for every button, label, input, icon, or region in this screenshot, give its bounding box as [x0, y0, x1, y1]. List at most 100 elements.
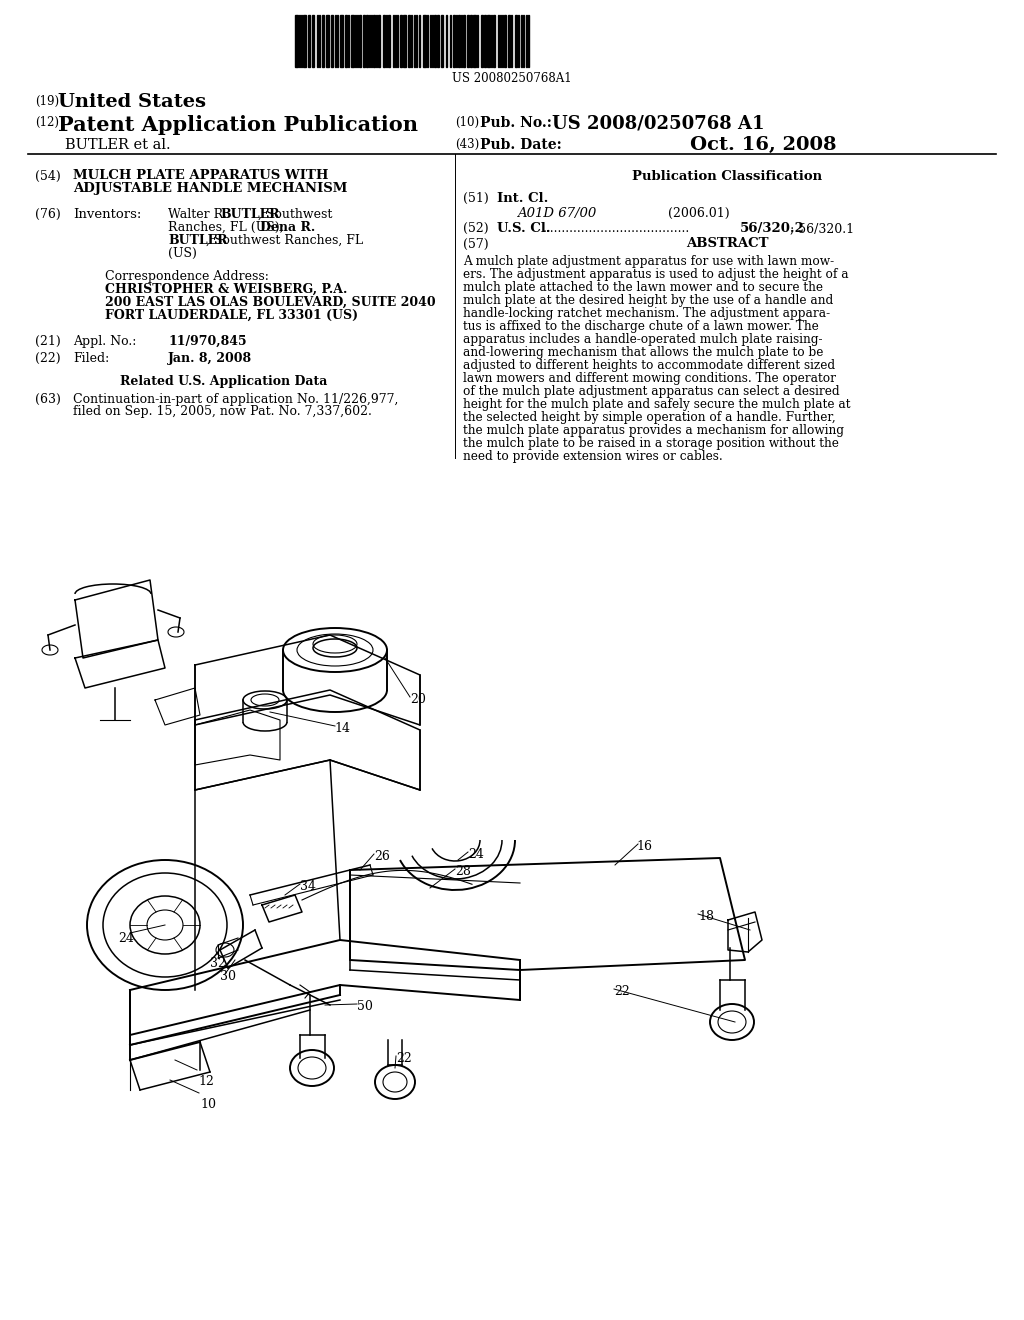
Text: Related U.S. Application Data: Related U.S. Application Data — [120, 375, 328, 388]
Text: Filed:: Filed: — [73, 352, 110, 366]
Text: ADJUSTABLE HANDLE MECHANISM: ADJUSTABLE HANDLE MECHANISM — [73, 182, 347, 195]
Bar — [493, 15, 495, 67]
Bar — [322, 15, 324, 67]
Text: Ranches, FL (US);: Ranches, FL (US); — [168, 220, 288, 234]
Bar — [359, 15, 361, 67]
Text: (12): (12) — [35, 116, 59, 129]
Bar — [484, 15, 486, 67]
Text: 34: 34 — [300, 880, 316, 894]
Text: Pub. No.:: Pub. No.: — [480, 116, 552, 129]
Bar — [326, 15, 329, 67]
Text: 50: 50 — [357, 1001, 373, 1012]
Text: 24: 24 — [118, 932, 134, 945]
Text: 18: 18 — [698, 909, 714, 923]
Text: the mulch plate apparatus provides a mechanism for allowing: the mulch plate apparatus provides a mec… — [463, 424, 844, 437]
Bar — [434, 15, 436, 67]
Bar — [423, 15, 426, 67]
Text: (10): (10) — [455, 116, 479, 129]
Bar — [515, 15, 517, 67]
Text: (US): (US) — [168, 247, 197, 260]
Text: A01D 67/00: A01D 67/00 — [517, 207, 596, 220]
Text: 28: 28 — [455, 865, 471, 878]
Text: and-lowering mechanism that allows the mulch plate to be: and-lowering mechanism that allows the m… — [463, 346, 823, 359]
Text: US 2008/0250768 A1: US 2008/0250768 A1 — [552, 115, 765, 133]
Bar — [458, 15, 460, 67]
Text: 24: 24 — [468, 847, 484, 861]
Text: Correspondence Address:: Correspondence Address: — [105, 271, 269, 282]
Text: (54): (54) — [35, 170, 60, 183]
Text: Inventors:: Inventors: — [73, 209, 141, 220]
Bar — [408, 15, 410, 67]
Text: ......................................: ...................................... — [543, 222, 690, 235]
Text: US 20080250768A1: US 20080250768A1 — [453, 73, 571, 84]
Bar — [378, 15, 380, 67]
Text: Patent Application Publication: Patent Application Publication — [58, 115, 418, 135]
Text: CHRISTOPHER & WEISBERG, P.A.: CHRISTOPHER & WEISBERG, P.A. — [105, 282, 347, 296]
Bar — [340, 15, 343, 67]
Bar — [453, 15, 455, 67]
Text: FORT LAUDERDALE, FL 33301 (US): FORT LAUDERDALE, FL 33301 (US) — [105, 309, 358, 322]
Text: mulch plate attached to the lawn mower and to secure the: mulch plate attached to the lawn mower a… — [463, 281, 823, 294]
Text: United States: United States — [58, 92, 206, 111]
Bar — [437, 15, 439, 67]
Text: 26: 26 — [374, 850, 390, 863]
Text: 10: 10 — [200, 1098, 216, 1111]
Text: the mulch plate to be raised in a storage position without the: the mulch plate to be raised in a storag… — [463, 437, 839, 450]
Text: (51): (51) — [463, 191, 488, 205]
Bar — [383, 15, 385, 67]
Bar — [366, 15, 368, 67]
Text: Appl. No.:: Appl. No.: — [73, 335, 136, 348]
Bar — [487, 15, 490, 67]
Text: tus is affixed to the discharge chute of a lawn mower. The: tus is affixed to the discharge chute of… — [463, 319, 819, 333]
Text: 200 EAST LAS OLAS BOULEVARD, SUITE 2040: 200 EAST LAS OLAS BOULEVARD, SUITE 2040 — [105, 296, 435, 309]
Bar — [481, 15, 483, 67]
Text: 11/970,845: 11/970,845 — [168, 335, 247, 348]
Text: (22): (22) — [35, 352, 60, 366]
Text: 56/320.2: 56/320.2 — [740, 222, 805, 235]
Text: MULCH PLATE APPARATUS WITH: MULCH PLATE APPARATUS WITH — [73, 169, 329, 182]
Text: 16: 16 — [636, 840, 652, 853]
Text: ; 56/320.1: ; 56/320.1 — [790, 222, 854, 235]
Bar — [504, 15, 506, 67]
Text: (2006.01): (2006.01) — [668, 207, 730, 220]
Text: BUTLER: BUTLER — [220, 209, 280, 220]
Bar — [308, 15, 310, 67]
Bar — [403, 15, 406, 67]
Text: Walter R.: Walter R. — [168, 209, 231, 220]
Text: height for the mulch plate and safely secure the mulch plate at: height for the mulch plate and safely se… — [463, 399, 851, 411]
Bar — [467, 15, 469, 67]
Bar — [400, 15, 402, 67]
Text: 20: 20 — [410, 693, 426, 706]
Bar — [470, 15, 472, 67]
Bar — [373, 15, 375, 67]
Text: (52): (52) — [463, 222, 488, 235]
Text: Oct. 16, 2008: Oct. 16, 2008 — [690, 136, 837, 154]
Bar — [463, 15, 465, 67]
Text: handle-locking ratchet mechanism. The adjustment appara-: handle-locking ratchet mechanism. The ad… — [463, 308, 830, 319]
Bar — [362, 15, 365, 67]
Text: apparatus includes a handle-operated mulch plate raising-: apparatus includes a handle-operated mul… — [463, 333, 822, 346]
Bar — [351, 15, 354, 67]
Text: Continuation-in-part of application No. 11/226,977,: Continuation-in-part of application No. … — [73, 393, 398, 407]
Text: BUTLER et al.: BUTLER et al. — [65, 139, 171, 152]
Text: ers. The adjustment apparatus is used to adjust the height of a: ers. The adjustment apparatus is used to… — [463, 268, 849, 281]
Text: need to provide extension wires or cables.: need to provide extension wires or cable… — [463, 450, 723, 463]
Text: 14: 14 — [334, 722, 350, 735]
Bar — [508, 15, 510, 67]
Text: 22: 22 — [614, 985, 630, 998]
Text: mulch plate at the desired height by the use of a handle and: mulch plate at the desired height by the… — [463, 294, 834, 308]
Text: Publication Classification: Publication Classification — [632, 170, 822, 183]
Text: the selected height by simple operation of a handle. Further,: the selected height by simple operation … — [463, 411, 836, 424]
Text: A mulch plate adjustment apparatus for use with lawn mow-: A mulch plate adjustment apparatus for u… — [463, 255, 835, 268]
Bar — [388, 15, 390, 67]
Bar — [331, 15, 333, 67]
Bar — [345, 15, 347, 67]
Text: adjusted to different heights to accommodate different sized: adjusted to different heights to accommo… — [463, 359, 836, 372]
Bar — [295, 15, 298, 67]
Text: Pub. Date:: Pub. Date: — [480, 139, 562, 152]
Text: (43): (43) — [455, 139, 479, 150]
Bar — [473, 15, 476, 67]
Text: , Southwest: , Southwest — [258, 209, 333, 220]
Text: , Southwest Ranches, FL: , Southwest Ranches, FL — [206, 234, 364, 247]
Text: (57): (57) — [463, 238, 488, 251]
